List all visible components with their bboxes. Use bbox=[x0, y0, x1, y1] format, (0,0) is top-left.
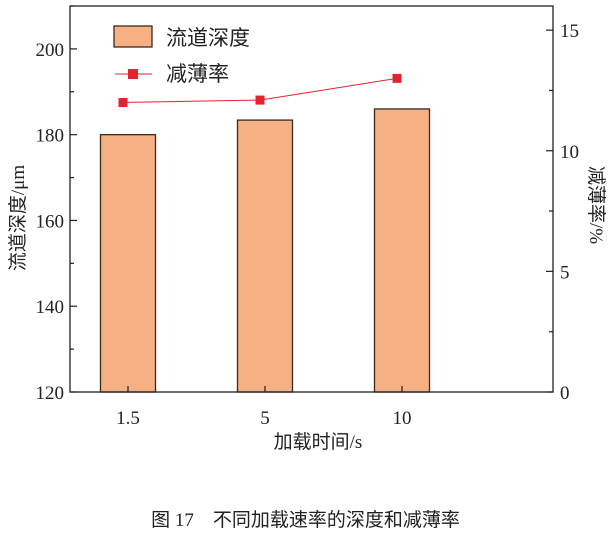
plot-frame bbox=[69, 5, 554, 393]
right-tick-label: 15 bbox=[560, 21, 579, 42]
left-tick-label: 160 bbox=[36, 211, 65, 232]
thinning-rate-point-1.5 bbox=[118, 98, 128, 107]
x-tick-label: 10 bbox=[393, 408, 412, 429]
left-tick-label: 120 bbox=[36, 383, 65, 404]
legend-line-marker bbox=[128, 69, 138, 79]
bar-10 bbox=[373, 108, 431, 393]
left-tick-label: 180 bbox=[36, 126, 65, 147]
legend-bar-label: 流道深度 bbox=[166, 26, 250, 50]
right-tick-label: 5 bbox=[560, 262, 570, 283]
x-tick-label: 5 bbox=[260, 408, 270, 429]
bar-5 bbox=[236, 119, 294, 393]
bar-1.5 bbox=[99, 134, 157, 393]
left-axis-label: 流道深度/μm bbox=[7, 165, 29, 271]
thinning-rate-point-5 bbox=[255, 95, 265, 105]
left-tick-label: 140 bbox=[36, 297, 65, 318]
right-axis-label: 减薄率/% bbox=[585, 166, 607, 244]
right-tick-label: 0 bbox=[560, 383, 570, 404]
figure-caption: 图 17 不同加载速率的深度和减薄率 bbox=[151, 510, 460, 531]
x-axis-label: 加载时间/s bbox=[274, 431, 363, 453]
x-tick-label: 1.5 bbox=[116, 408, 140, 429]
legend-line-label: 减薄率 bbox=[166, 62, 229, 86]
legend-bar-swatch bbox=[113, 25, 153, 48]
right-tick-label: 10 bbox=[560, 142, 579, 163]
thinning-rate-point-10 bbox=[392, 73, 402, 83]
left-tick-label: 200 bbox=[36, 40, 65, 61]
